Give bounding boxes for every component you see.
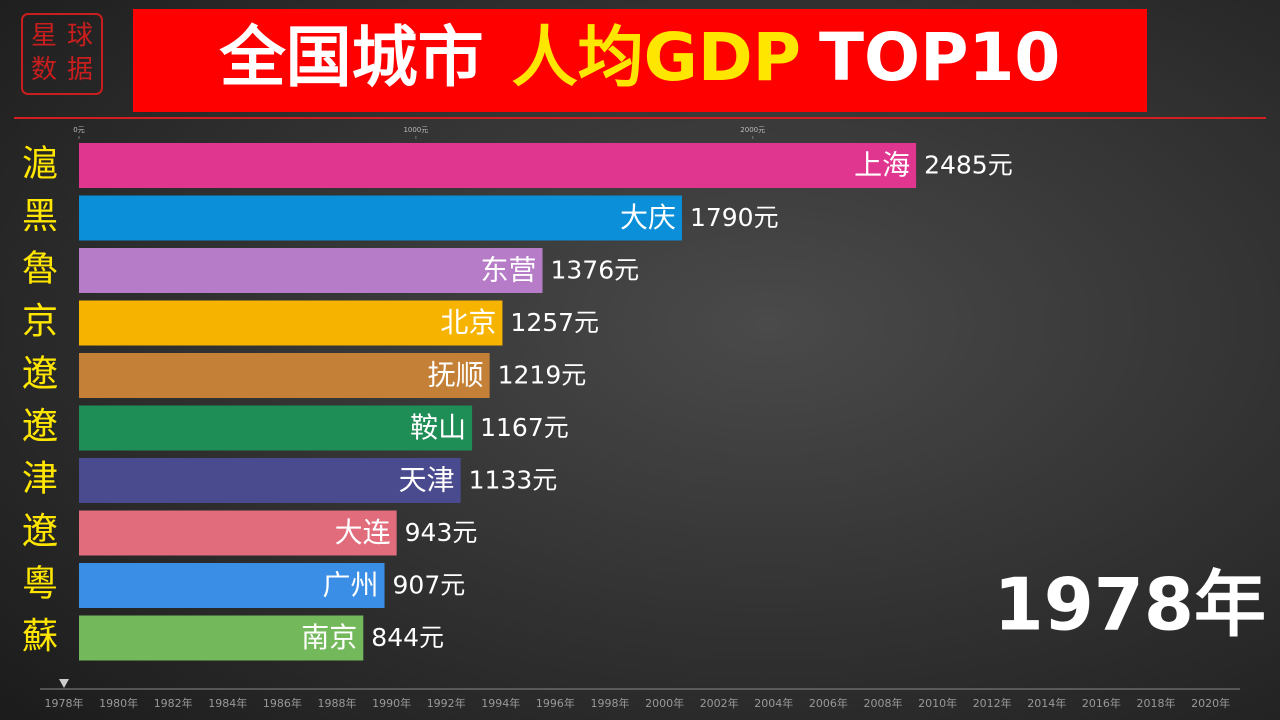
logo-char: 星 bbox=[31, 21, 57, 51]
timeline-label: 2008年 bbox=[864, 696, 903, 710]
bar-name: 北京 bbox=[440, 306, 496, 339]
region-label: 津 bbox=[22, 459, 58, 500]
bar-name: 抚顺 bbox=[428, 359, 484, 392]
timeline-label: 2016年 bbox=[1082, 696, 1121, 710]
logo-char: 球 bbox=[67, 21, 93, 51]
bar bbox=[79, 405, 473, 451]
value-label: 1257元 bbox=[510, 308, 599, 337]
timeline-pointer bbox=[59, 679, 69, 688]
value-label: 907元 bbox=[393, 571, 466, 600]
bar-name: 大庆 bbox=[620, 201, 676, 234]
timeline-label: 2018年 bbox=[1137, 696, 1176, 710]
timeline-label: 1998年 bbox=[591, 696, 630, 710]
timeline-label: 2000年 bbox=[645, 696, 684, 710]
region-label: 京 bbox=[22, 301, 58, 342]
bar bbox=[79, 195, 682, 241]
value-label: 1219元 bbox=[498, 361, 587, 390]
region-label: 滬 bbox=[22, 144, 58, 185]
logo-char: 数 bbox=[31, 55, 57, 85]
x-tick-label: 0元 bbox=[73, 126, 84, 134]
timeline-label: 1996年 bbox=[536, 696, 575, 710]
bar bbox=[79, 615, 364, 661]
bar-name: 天津 bbox=[399, 464, 455, 497]
bar bbox=[79, 353, 490, 398]
value-label: 943元 bbox=[405, 518, 478, 547]
title-part: 人均GDP bbox=[512, 19, 801, 96]
timeline-label: 1980年 bbox=[99, 696, 138, 710]
timeline-label: 1990年 bbox=[372, 696, 411, 710]
bar-name: 广州 bbox=[323, 569, 379, 602]
region-label: 遼 bbox=[22, 354, 58, 395]
region-label: 遼 bbox=[22, 406, 58, 447]
timeline-label: 1982年 bbox=[154, 696, 193, 710]
title-part: 全国城市 bbox=[219, 19, 484, 96]
region-label: 遼 bbox=[22, 511, 58, 552]
logo: 星 球 数 据 bbox=[31, 21, 93, 85]
bar bbox=[79, 510, 397, 556]
timeline-label: 1988年 bbox=[318, 696, 357, 710]
bar bbox=[79, 248, 543, 293]
bar-name: 大连 bbox=[335, 516, 391, 549]
timeline-label: 1992年 bbox=[427, 696, 466, 710]
value-label: 1376元 bbox=[551, 256, 640, 285]
region-label: 黑 bbox=[22, 196, 58, 237]
timeline-label: 1986年 bbox=[263, 696, 302, 710]
region-label: 粵 bbox=[22, 564, 58, 605]
value-label: 2485元 bbox=[924, 151, 1013, 180]
x-tick-label: 1000元 bbox=[403, 126, 428, 134]
region-label: 蘇 bbox=[22, 616, 58, 657]
bar-name: 上海 bbox=[854, 149, 910, 182]
bar bbox=[79, 143, 917, 188]
year-label: 1978年 bbox=[994, 563, 1266, 647]
timeline-label: 1994年 bbox=[481, 696, 520, 710]
bar bbox=[79, 458, 461, 503]
region-label: 魯 bbox=[22, 249, 58, 290]
bar bbox=[79, 300, 503, 346]
timeline-label: 2004年 bbox=[754, 696, 793, 710]
title-part: TOP10 bbox=[819, 19, 1060, 96]
title-box bbox=[133, 9, 1147, 112]
timeline-label: 1984年 bbox=[208, 696, 247, 710]
value-label: 844元 bbox=[371, 623, 444, 652]
logo-char: 据 bbox=[67, 55, 93, 85]
timeline-label: 1978年 bbox=[45, 696, 84, 710]
bar-name: 东营 bbox=[480, 254, 536, 287]
x-tick-label: 2000元 bbox=[740, 126, 765, 134]
value-label: 1790元 bbox=[690, 203, 779, 232]
timeline-label: 2006年 bbox=[809, 696, 848, 710]
logo-seal bbox=[21, 13, 103, 95]
value-label: 1167元 bbox=[480, 413, 569, 442]
bar-name: 南京 bbox=[301, 621, 357, 654]
bar-name: 鞍山 bbox=[410, 411, 466, 444]
timeline-label: 2012年 bbox=[973, 696, 1012, 710]
chart-title: 全国城市 人均GDP TOP10 bbox=[219, 19, 1061, 96]
value-label: 1133元 bbox=[469, 466, 558, 495]
timeline-label: 2020年 bbox=[1191, 696, 1230, 710]
timeline-label: 2014年 bbox=[1027, 696, 1066, 710]
timeline-label: 2002年 bbox=[700, 696, 739, 710]
timeline-label: 2010年 bbox=[918, 696, 957, 710]
bar bbox=[79, 563, 385, 608]
